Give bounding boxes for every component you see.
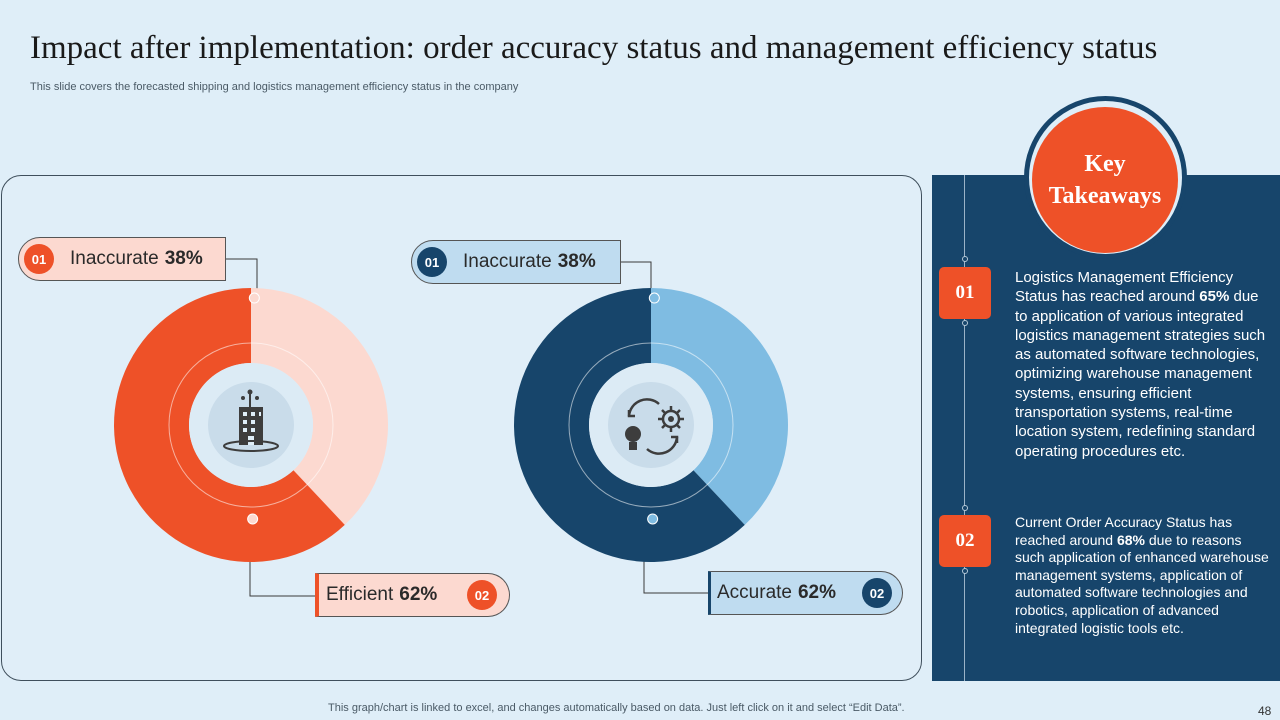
chart2-label-accurate: Accurate 62% 02	[708, 571, 903, 615]
label-value: 62%	[797, 582, 837, 603]
key-heading-line2: Takeaways	[1048, 183, 1162, 209]
takeaway-text: due to application of various integrated…	[1015, 288, 1266, 460]
key-heading-line1: Key	[1084, 151, 1126, 177]
label-name: Accurate	[717, 582, 792, 603]
takeaway-text-02: Current Order Accuracy Status has reache…	[1015, 514, 1270, 637]
leader-anchor-top	[248, 292, 260, 304]
takeaway-text-01: Logistics Management Efficiency Status h…	[1015, 268, 1270, 461]
takeaway-number-01: 01	[939, 267, 991, 319]
badge-01: 01	[24, 244, 54, 274]
takeaway-text: due to reasons such application of enhan…	[1015, 531, 1269, 636]
label-value: 38%	[164, 248, 203, 269]
donut-slice-inaccurate[interactable]	[251, 288, 388, 525]
gear-lightbulb-cycle-icon	[625, 398, 684, 455]
badge-01: 01	[417, 247, 447, 277]
timeline-dot	[962, 505, 968, 511]
chart2-label-inaccurate: 01 Inaccurate 38%	[411, 240, 621, 284]
takeaway-number-02: 02	[939, 515, 991, 567]
leader-anchor-top	[648, 292, 660, 304]
takeaway-highlight: 65%	[1199, 288, 1230, 306]
label-value: 62%	[399, 584, 438, 605]
chart1-label-inaccurate: 01 Inaccurate 38%	[18, 237, 226, 281]
label-name: Efficient	[326, 584, 394, 605]
takeaways-panel	[932, 175, 1280, 681]
key-takeaways-heading: Key Takeaways	[1032, 107, 1178, 253]
badge-02: 02	[467, 580, 497, 610]
leader-anchor-bottom	[247, 513, 259, 525]
timeline-dot	[962, 568, 968, 574]
footer-note: This graph/chart is linked to excel, and…	[328, 702, 905, 714]
takeaway-text: Logistics Management Efficiency Status h…	[1015, 269, 1234, 306]
building-icon	[223, 389, 279, 452]
chart1-label-efficient: Efficient 62% 02	[315, 573, 510, 617]
page-subtitle: This slide covers the forecasted shippin…	[30, 81, 519, 93]
page-number: 48	[1258, 704, 1272, 718]
donut-slice-efficient[interactable]	[114, 288, 345, 562]
leader-anchor-bottom	[647, 513, 659, 525]
timeline-dot	[962, 320, 968, 326]
donut-slice-inaccurate[interactable]	[651, 288, 788, 525]
donut-inner-ring	[168, 342, 334, 508]
donut-slice-accurate[interactable]	[513, 288, 745, 562]
takeaway-text: Current Order Accuracy Status has reache…	[1015, 514, 1233, 548]
timeline-dot	[962, 256, 968, 262]
donut-inner-ring	[568, 342, 734, 508]
takeaway-highlight: 68%	[1116, 531, 1145, 548]
page-title: Impact after implementation: order accur…	[30, 30, 1158, 66]
donut-center	[608, 382, 694, 468]
badge-02: 02	[862, 578, 892, 608]
label-value: 38%	[557, 251, 596, 272]
label-name: Inaccurate	[463, 251, 552, 272]
label-name: Inaccurate	[70, 248, 159, 269]
timeline-line	[964, 175, 965, 681]
